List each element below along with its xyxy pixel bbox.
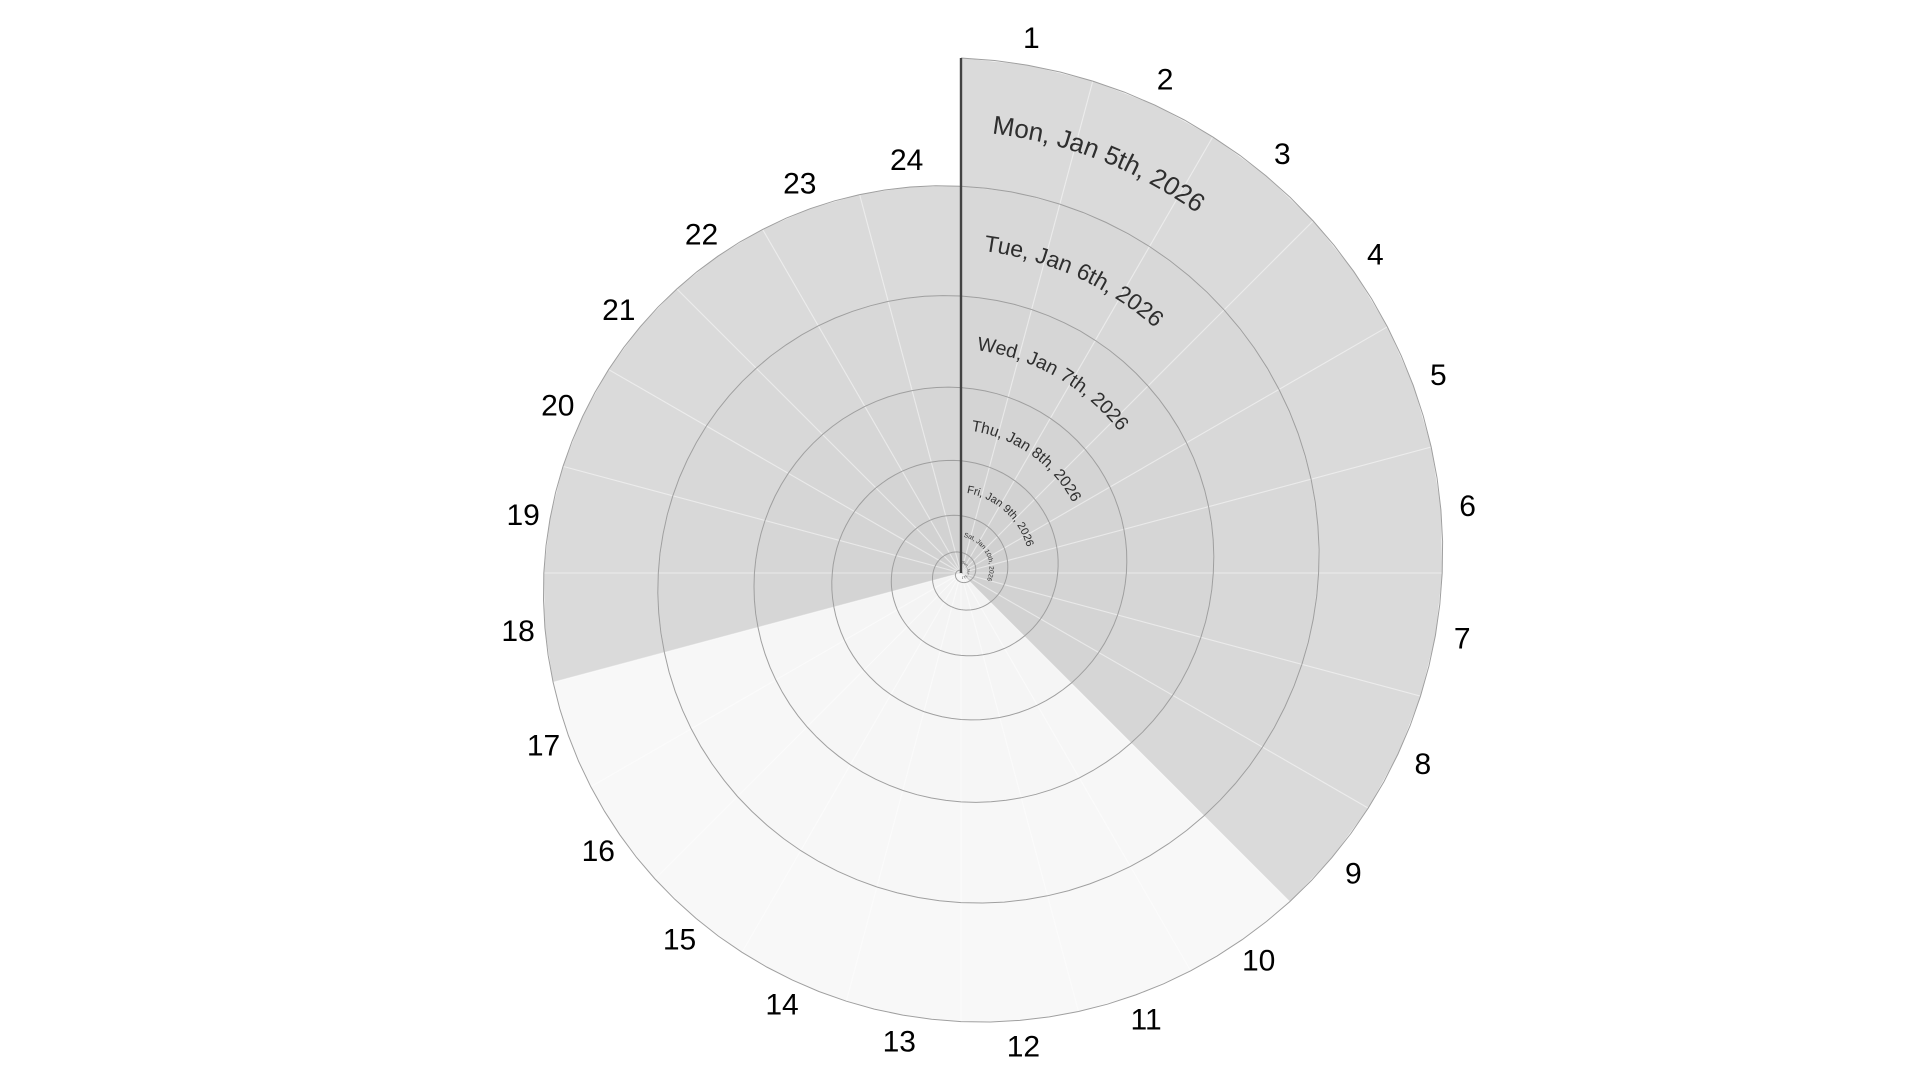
hour-gridline	[845, 574, 962, 1001]
hour-label-11: 11	[1131, 1003, 1162, 1036]
night-sector	[961, 186, 1319, 816]
hour-label-8: 8	[1415, 748, 1432, 781]
hour-label-18: 18	[501, 615, 534, 648]
hour-label-16: 16	[582, 835, 615, 868]
hour-label-20: 20	[541, 390, 574, 423]
hour-gridline	[563, 465, 960, 574]
hour-gridline	[962, 572, 1421, 697]
hour-gridline	[962, 326, 1388, 573]
hour-label-14: 14	[765, 989, 798, 1022]
hour-gridline	[608, 369, 960, 573]
hour-label-13: 13	[883, 1025, 916, 1058]
hour-gridline	[960, 574, 1079, 1012]
hour-label-5: 5	[1430, 359, 1447, 392]
hour-label-19: 19	[507, 499, 540, 532]
hour-gridline	[553, 572, 960, 683]
hour-gridline	[762, 229, 961, 572]
daylight-sector	[664, 627, 1204, 903]
night-sector	[543, 186, 961, 683]
hour-label-10: 10	[1242, 945, 1275, 978]
spiral-curve	[542, 57, 1444, 1023]
hour-label-17: 17	[527, 729, 560, 762]
hour-label-1: 1	[1023, 22, 1040, 55]
hour-label-12: 12	[1007, 1031, 1040, 1064]
night-sector	[658, 296, 961, 653]
hour-gridline	[741, 574, 961, 953]
hour-gridline	[676, 288, 960, 572]
night-sector	[961, 58, 1443, 902]
hour-label-9: 9	[1345, 858, 1362, 891]
daylight-sector	[758, 607, 1131, 802]
hour-label-6: 6	[1459, 490, 1476, 523]
daylight-sector	[833, 591, 1072, 720]
hour-label-23: 23	[783, 167, 816, 200]
hour-gridlines	[544, 81, 1442, 1022]
hour-gridline	[962, 446, 1431, 574]
hour-gridline	[961, 137, 1214, 572]
hour-label-3: 3	[1274, 138, 1291, 171]
daylight-sector	[892, 580, 1025, 656]
hour-label-7: 7	[1454, 623, 1471, 656]
night-sector	[961, 296, 1214, 743]
hour-gridline	[859, 194, 962, 572]
daylight-sector	[553, 652, 1290, 1022]
hour-label-21: 21	[602, 294, 635, 327]
hour-gridline	[962, 574, 1290, 902]
hour-label-4: 4	[1367, 239, 1384, 272]
night-sector	[754, 387, 961, 628]
hour-label-24: 24	[890, 144, 923, 177]
hour-label-22: 22	[685, 218, 718, 251]
hour-gridline	[654, 574, 960, 880]
hour-gridline	[962, 220, 1314, 572]
night-sector	[961, 387, 1127, 684]
hour-gridline	[590, 573, 960, 787]
night-sector	[831, 460, 961, 608]
day-rings	[543, 58, 1443, 1022]
hour-gridline	[960, 81, 1094, 572]
hour-label-15: 15	[663, 923, 696, 956]
hour-gridline	[961, 574, 1191, 971]
hour-gridline	[962, 573, 1369, 809]
hour-label-2: 2	[1157, 64, 1174, 97]
